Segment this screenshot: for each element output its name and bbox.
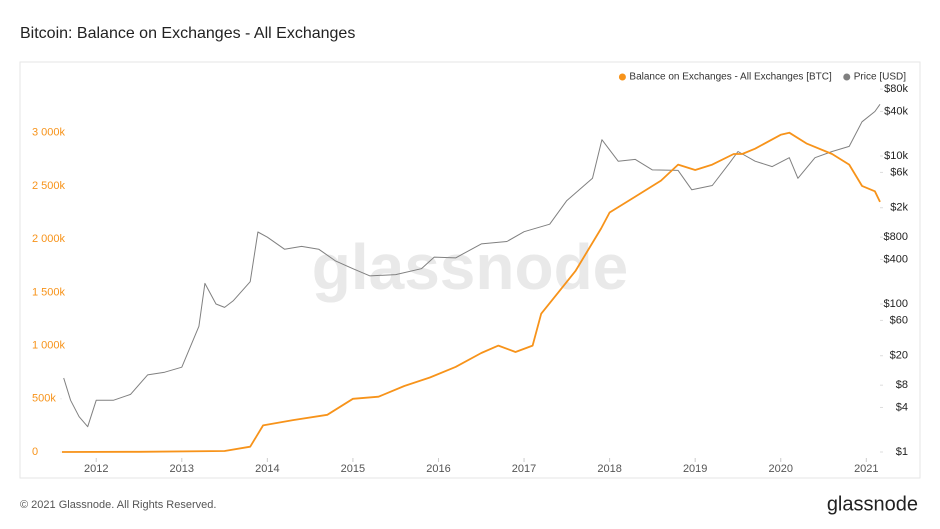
y-tick-label: 500k <box>32 393 56 405</box>
x-tick-label: 2020 <box>769 463 793 475</box>
x-tick-label: 2017 <box>512 463 536 475</box>
y2-tick-label: $6k <box>890 166 908 178</box>
x-tick-label: 2014 <box>255 463 279 475</box>
legend-swatch <box>843 73 851 81</box>
y2-tick-label: $4 <box>896 401 908 413</box>
y-tick-label: 0 <box>32 446 38 458</box>
x-tick-label: 2013 <box>170 463 194 475</box>
y2-tick-label: $40k <box>884 105 908 117</box>
y-tick-label: 2 000k <box>32 233 66 245</box>
y-tick-label: 1 500k <box>32 286 66 298</box>
series-line <box>63 104 881 428</box>
y2-tick-label: $20 <box>890 350 908 362</box>
y2-tick-label: $400 <box>884 253 908 265</box>
y2-tick-label: $800 <box>884 231 908 243</box>
x-tick-label: 2019 <box>683 463 707 475</box>
chart-title: Bitcoin: Balance on Exchanges - All Exch… <box>20 25 355 42</box>
legend-swatch <box>618 73 626 81</box>
legend: Price [USD] Balance on Exchanges - All Ex… <box>618 72 906 83</box>
y2-tick-label: $100 <box>884 298 908 310</box>
x-tick-label: 2021 <box>854 463 878 475</box>
y2-tick-label: $80k <box>884 83 908 95</box>
x-tick-label: 2012 <box>84 463 108 475</box>
y2-tick-label: $2k <box>890 202 908 214</box>
y2-tick-label: $1 <box>896 446 908 458</box>
y2-tick-label: $8 <box>896 379 908 391</box>
x-tick-label: 2016 <box>426 463 450 475</box>
series-line <box>61 131 881 453</box>
y-tick-label: 1 000k <box>32 340 66 352</box>
x-tick-label: 2015 <box>341 463 365 475</box>
watermark: glassnode <box>312 231 629 303</box>
y2-tick-label: $60 <box>890 314 908 326</box>
y-tick-label: 3 000k <box>32 127 66 139</box>
footer: © 2021 Glassnode. All Rights Reserved. <box>20 499 216 511</box>
chart-frame <box>19 61 921 479</box>
logo: glassnode <box>827 493 918 515</box>
legend-label: Balance on Exchanges - All Exchanges [BT… <box>629 72 832 83</box>
x-tick-label: 2018 <box>597 463 621 475</box>
y-tick-label: 2 500k <box>32 180 66 192</box>
legend-label: Price [USD] <box>854 72 906 83</box>
y2-tick-label: $10k <box>884 150 908 162</box>
